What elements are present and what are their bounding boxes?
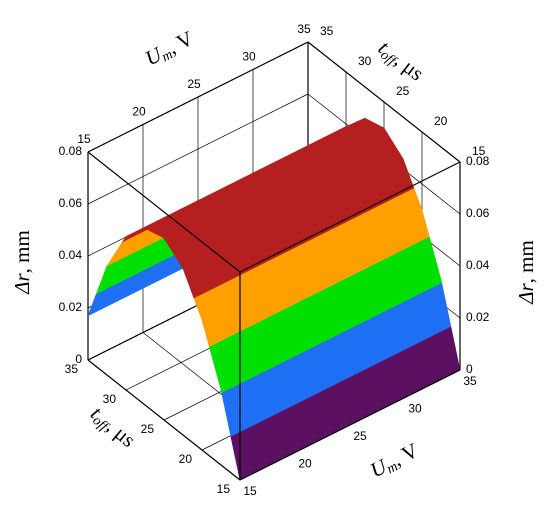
x-tick-label: 25 — [353, 429, 367, 443]
z-tick-label: 0 — [466, 362, 473, 376]
y-tick-label: 35 — [320, 24, 334, 38]
y-axis-title: toff, μs — [85, 401, 141, 454]
surface-patch — [182, 213, 305, 299]
x-tick-label: 20 — [132, 105, 146, 119]
y-axis-title: toff, μs — [373, 35, 429, 87]
z-tick-label: 0.02 — [59, 300, 83, 314]
grid-line — [87, 93, 309, 205]
z-tick-label: 0.08 — [466, 154, 490, 168]
z-tick-label: 0.06 — [59, 196, 83, 210]
z-title-unit: , mm — [10, 230, 34, 273]
x-tick-label: 25 — [187, 77, 201, 91]
y-tick-label: 20 — [434, 114, 448, 128]
z-tick-label: 0 — [75, 352, 82, 366]
x-tick-label: 15 — [243, 484, 257, 498]
box-edge — [239, 161, 461, 273]
box-edge — [87, 41, 309, 153]
x-tick-label: 15 — [77, 132, 91, 146]
front-layer: 15 15 20 20 25 25 30 30 35 35 15 15 20 20 25 25 30 30 35 35… — [59, 22, 490, 498]
surface — [87, 117, 461, 481]
z-title-main: Δr — [514, 283, 538, 305]
y-tick-label: 25 — [141, 422, 155, 436]
z-tick-label: 0.08 — [59, 144, 83, 158]
z-tick-label: 0.04 — [59, 248, 83, 262]
z-title-main: Δr — [10, 273, 34, 295]
y-title-unit: , μs — [390, 48, 428, 85]
y-tick-label: 15 — [472, 144, 486, 158]
y-tick-label: 20 — [179, 452, 193, 466]
y-tick-label: 25 — [396, 84, 410, 98]
x-tick-label: 30 — [408, 402, 422, 416]
z-tick-label: 0.02 — [466, 310, 490, 324]
z-axis-title: Δr, mm — [10, 230, 34, 295]
box-edge — [307, 41, 461, 163]
x-tick-label: 20 — [298, 457, 312, 471]
y-tick-label: 35 — [65, 362, 79, 376]
box-edge — [239, 369, 461, 481]
x-tick-label: 30 — [242, 50, 256, 64]
z-tick-label: 0.06 — [466, 206, 490, 220]
x-axis-title: Um, V — [366, 438, 423, 484]
x-tick-label: 35 — [297, 22, 311, 36]
surface-patch — [201, 264, 320, 347]
surface-patch — [220, 334, 332, 394]
box-edge — [87, 151, 241, 273]
x-axis-title: Um, V — [141, 26, 198, 72]
y-tick-label: 30 — [358, 54, 372, 68]
z-title-unit: , mm — [514, 240, 538, 283]
y-tick-label: 15 — [217, 482, 231, 496]
x-tick-label: 35 — [463, 374, 477, 388]
z-tick-label: 0.04 — [466, 258, 490, 272]
box-edge — [87, 359, 241, 481]
z-axis-title: Δr, mm — [514, 240, 538, 305]
y-tick-label: 30 — [103, 392, 117, 406]
